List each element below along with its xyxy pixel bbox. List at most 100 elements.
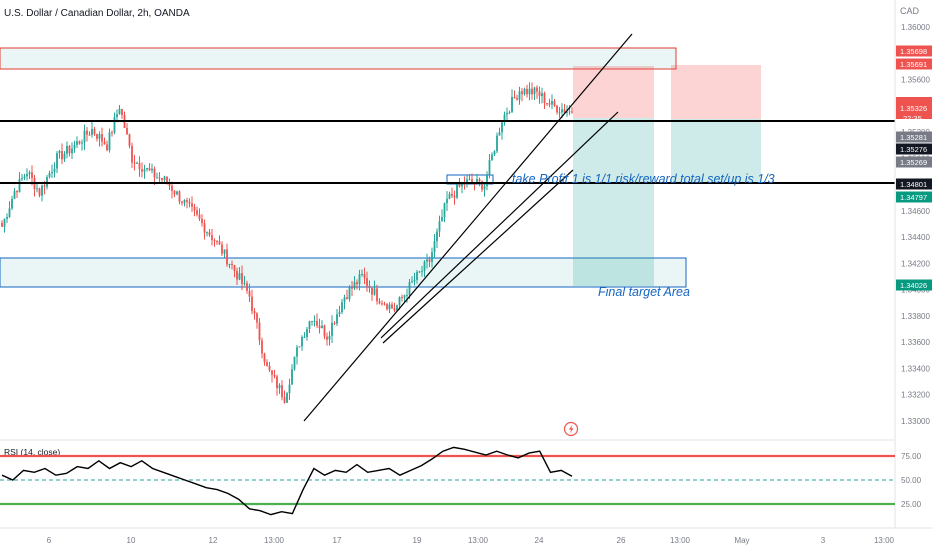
price-tick-14: 1.33200 [901,391,930,400]
candle-body [18,178,21,193]
candle-body [531,88,533,95]
candle-body [423,261,426,271]
candle-body [501,122,503,133]
time-tick-2: 12 [209,536,218,545]
candle-body [521,91,523,95]
candle-body [426,259,428,262]
candle-body [91,128,93,135]
price-label-2: 1.35326 [900,104,927,113]
candle-body [306,329,308,337]
candle-body [318,325,321,329]
candle-body [363,273,366,279]
price-tick-9: 1.34200 [901,259,930,268]
price-label-5: 1.35269 [900,158,927,167]
candle-body [13,191,16,199]
candle-body [353,282,356,289]
candle-body [436,231,438,242]
candle-body [548,103,551,105]
candle-body [218,241,221,245]
stop-loss-area-2 [671,65,761,119]
candle-body [518,91,521,100]
supply-zone [0,47,677,70]
price-label-7: 1.34797 [900,193,927,202]
candle-body [76,141,78,145]
candle-body [396,305,398,311]
candle-body [173,190,176,195]
candle-body [346,297,348,300]
time-tick-12: 13:00 [874,536,895,545]
candle-body [93,128,96,135]
candle-body [98,134,101,139]
candle-body [456,184,458,198]
candle-body [261,340,263,354]
candle-body [273,374,276,377]
time-tick-0: 6 [47,536,52,545]
candle-body [278,385,281,389]
time-tick-3: 13:00 [264,536,285,545]
trendline-1 [303,33,633,422]
candle-body [498,132,501,136]
lightning-icon[interactable] [563,421,579,437]
candle-body [171,185,173,191]
candle-body [508,112,511,114]
candle-body [131,146,133,163]
drawings-layer [0,33,895,422]
candle-body [268,366,271,371]
candle-body [378,301,381,304]
candle-body [251,296,253,311]
candle-body [568,111,571,113]
price-label-4: 1.35276 [900,145,927,154]
candle-body [16,191,18,193]
price-label-bg-6 [896,178,932,190]
candle-body [101,134,103,142]
candle-body [311,321,313,323]
candle-body [503,114,506,123]
candle-body [493,151,496,155]
candle-body [291,369,293,385]
candle-body [68,145,71,154]
time-tick-7: 24 [535,536,544,545]
price-label-bg-7 [896,191,932,203]
candle-body [561,109,563,113]
candle-body [338,312,341,315]
candle-body [216,241,218,243]
candle-body [63,153,66,160]
candles-layer [1,82,573,404]
candle-body [86,130,88,135]
candle-body [153,168,156,178]
price-tick-12: 1.33600 [901,338,930,347]
candle-body [293,356,296,370]
candle-body [128,134,131,147]
candle-body [566,111,568,113]
take-profit-annotation: take Profit 1 is 1/1 risk/reward total s… [512,172,775,186]
candle-body [523,88,526,95]
candle-body [126,127,128,135]
candle-body [281,385,283,398]
candle-body [223,249,226,254]
candle-body [113,117,116,133]
candle-body [53,168,56,172]
candle-body [488,160,491,176]
candle-body [428,259,431,262]
currency-label: CAD [900,6,920,16]
candle-body [256,313,258,323]
candle-body [26,174,28,177]
candle-body [296,347,298,357]
candle-body [543,93,546,104]
candle-body [323,325,326,337]
rsi-title: RSI (14, close) [4,447,60,457]
candle-body [413,279,416,282]
candle-body [241,273,243,284]
candle-body [108,132,111,151]
candle-body [176,191,178,195]
price-axis: 1.360001.358001.356001.354001.352001.350… [894,0,930,528]
candle-body [416,271,418,280]
candle-body [31,172,33,179]
rsi-tick-0: 75.00 [901,452,922,461]
candle-body [116,114,118,118]
candle-body [313,320,316,322]
candle-body [391,304,393,309]
candle-body [406,295,408,297]
candle-body [451,193,453,196]
candle-body [316,320,318,326]
